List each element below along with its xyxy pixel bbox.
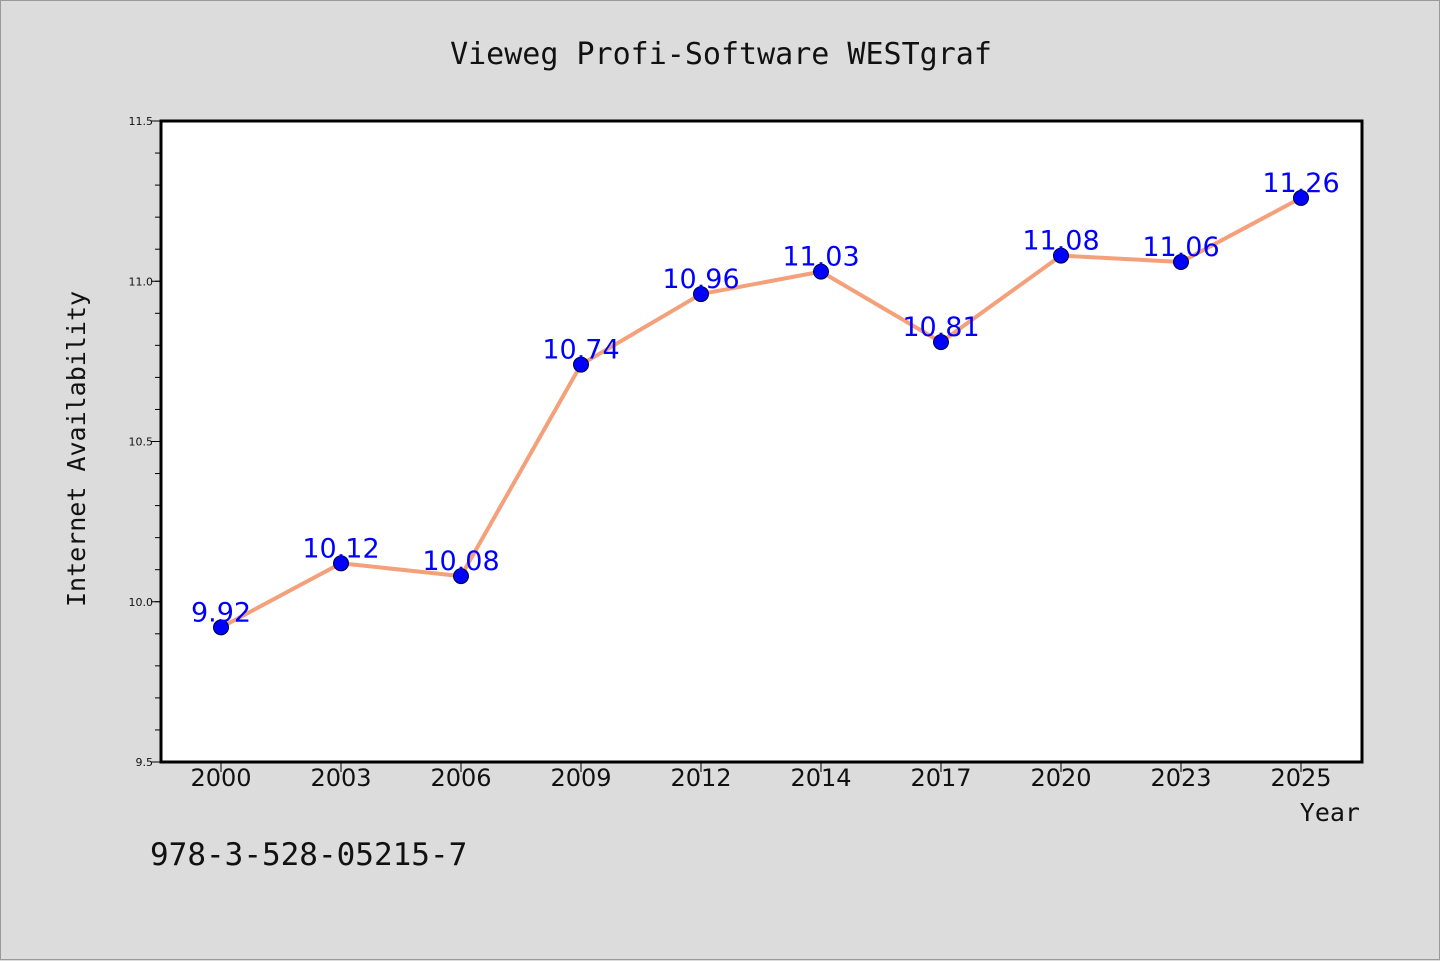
data-point: [1293, 189, 1309, 206]
data-point: [813, 263, 829, 280]
y-tick-label: 11.0: [129, 275, 154, 288]
data-point: [693, 286, 709, 303]
data-label: 11.03: [782, 242, 859, 273]
x-tick-label: 2009: [550, 764, 611, 792]
data-label: 11.26: [1262, 168, 1339, 199]
x-axis-title: Year: [1300, 798, 1360, 827]
data-point: [213, 619, 229, 636]
data-label: 10.12: [302, 533, 379, 564]
x-tick-label: 2012: [670, 764, 731, 792]
data-label: 9.92: [191, 597, 251, 628]
series-line: [220, 196, 1302, 630]
y-axis-title: Internet Availability: [62, 291, 91, 607]
x-tick-label: 2003: [310, 764, 371, 792]
chart-title: Vieweg Profi-Software WESTgraf: [450, 37, 992, 72]
y-axis: 9.5 10.0 10.5 11.0 11.5: [129, 115, 161, 769]
x-tick-label: 2023: [1150, 764, 1211, 792]
data-labels: 9.92 10.12 10.08 10.74 10.96 11.03 10.81 11.08 1…: [191, 168, 1340, 628]
data-label: 11.06: [1142, 232, 1219, 263]
y-tick-label: 10.0: [129, 596, 154, 609]
series-layer: [213, 189, 1309, 636]
data-point: [933, 334, 949, 351]
y-tick-label: 11.5: [129, 115, 154, 128]
y-tick-label: 10.5: [129, 436, 154, 449]
data-point: [1053, 247, 1069, 264]
x-tick-label: 2020: [1030, 764, 1091, 792]
data-label: 10.74: [542, 335, 619, 366]
data-label: 10.96: [662, 264, 739, 295]
data-point: [1173, 254, 1189, 271]
plot-area: [159, 119, 1364, 764]
data-point: [333, 555, 349, 572]
data-point: [453, 568, 469, 585]
data-point: [573, 356, 589, 373]
x-axis: 2000 2003 2006 2009 2012 2014 2017 2020 2023 2025: [190, 762, 1332, 792]
data-label: 10.81: [902, 312, 979, 343]
y-tick-label: 9.5: [136, 756, 154, 769]
x-tick-label: 2017: [910, 764, 971, 792]
isbn-footer: 978-3-528-05215-7: [150, 837, 467, 873]
x-tick-label: 2000: [190, 764, 251, 792]
x-tick-label: 2006: [430, 764, 491, 792]
x-tick-label: 2025: [1270, 764, 1331, 792]
x-tick-label: 2014: [790, 764, 851, 792]
data-label: 10.08: [422, 546, 499, 577]
data-label: 11.08: [1022, 226, 1099, 257]
